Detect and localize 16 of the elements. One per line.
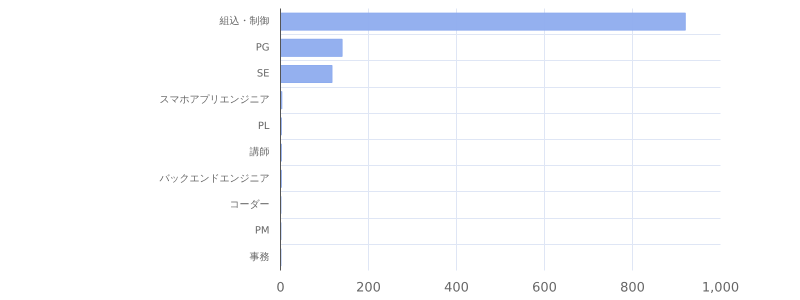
y-tick-label: PM — [254, 226, 270, 237]
x-tick-label: 200 — [356, 280, 381, 296]
x-tick-label: 0 — [276, 280, 285, 296]
y-tick-label: SE — [256, 68, 270, 80]
y-tick-label: バックエンドエンジニア — [158, 173, 270, 184]
y-tick-label: 組込・制御 — [218, 15, 270, 28]
y-tick-label: コーダー — [230, 198, 270, 210]
y-tick-label: スマホアプリエンジニア — [160, 94, 270, 106]
x-tick-label: 1,000 — [702, 280, 740, 296]
y-tick-label: PL — [258, 120, 270, 132]
x-tick-label: 400 — [444, 280, 469, 296]
y-tick-label: PG — [256, 42, 270, 54]
x-tick-label: 600 — [532, 280, 557, 296]
y-tick-label: 事務 — [250, 250, 270, 263]
x-tick-label: 800 — [620, 280, 645, 296]
y-tick-label: 講師 — [250, 146, 270, 158]
